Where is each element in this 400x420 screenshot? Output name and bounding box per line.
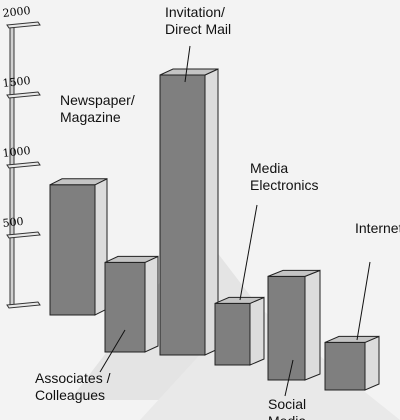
bar: [325, 336, 379, 390]
category-label: Media Electronics: [250, 160, 350, 194]
bar-front: [215, 303, 250, 365]
bar: [50, 179, 107, 315]
bar-side: [250, 297, 264, 365]
bar-front: [105, 262, 145, 352]
bar: [160, 69, 218, 355]
category-label: Newspaper/ Magazine: [60, 92, 160, 126]
category-label: Internet: [355, 220, 400, 237]
category-label: Associates / Colleagues: [35, 370, 135, 404]
y-tick-label: 500: [2, 215, 24, 230]
y-tick-label: 2000: [2, 4, 31, 20]
leader-line: [240, 205, 257, 300]
bar-side: [365, 336, 379, 390]
y-tick-label: 1000: [2, 144, 31, 160]
bar-side: [145, 256, 158, 352]
leader-line: [357, 262, 370, 340]
bar-side: [305, 270, 320, 380]
bar-front: [50, 185, 95, 315]
bar-front: [160, 75, 205, 355]
tick-mark: [7, 22, 40, 28]
bar-front: [325, 342, 365, 390]
chart-svg: 500 1000 1500 2000: [0, 0, 400, 420]
bar: [105, 256, 158, 352]
bar-front: [268, 276, 305, 380]
bar: [268, 270, 320, 380]
category-label: Invitation/ Direct Mail: [165, 4, 265, 38]
category-label: Social Media: [268, 396, 348, 420]
chart: 500 1000 1500 2000 Newspaper/ Magazine Assoc…: [0, 0, 400, 420]
bar: [215, 297, 264, 365]
y-tick-label: 1500: [2, 74, 31, 90]
